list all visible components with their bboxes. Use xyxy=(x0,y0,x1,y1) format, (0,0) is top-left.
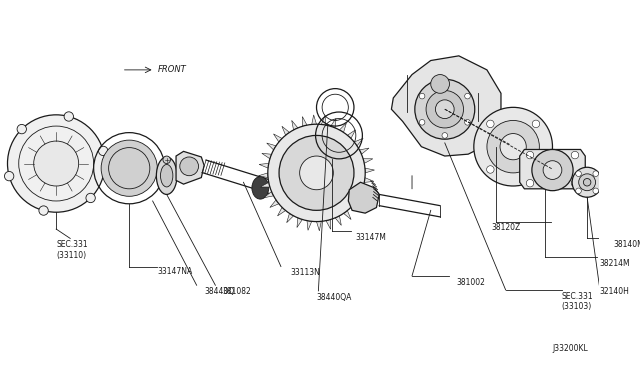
Circle shape xyxy=(532,120,540,128)
Bar xyxy=(426,128,445,143)
Circle shape xyxy=(279,135,354,210)
Circle shape xyxy=(431,74,449,93)
Circle shape xyxy=(8,115,105,212)
Polygon shape xyxy=(312,115,317,124)
Text: 381082: 381082 xyxy=(222,287,251,296)
Polygon shape xyxy=(365,168,374,173)
Polygon shape xyxy=(307,221,312,230)
Ellipse shape xyxy=(252,177,269,199)
Text: SEC.331
(33103): SEC.331 (33103) xyxy=(562,292,593,311)
Circle shape xyxy=(576,188,581,194)
Polygon shape xyxy=(273,134,282,142)
Polygon shape xyxy=(344,211,351,219)
Polygon shape xyxy=(259,173,268,178)
Circle shape xyxy=(17,124,26,134)
Polygon shape xyxy=(262,153,271,159)
Circle shape xyxy=(486,166,494,173)
Circle shape xyxy=(579,174,596,191)
Polygon shape xyxy=(363,159,373,163)
Circle shape xyxy=(474,108,552,186)
Polygon shape xyxy=(287,214,294,223)
Polygon shape xyxy=(335,216,341,225)
Polygon shape xyxy=(259,163,269,168)
Circle shape xyxy=(593,171,598,176)
Polygon shape xyxy=(317,221,321,231)
Ellipse shape xyxy=(156,157,177,195)
Circle shape xyxy=(572,151,579,159)
Polygon shape xyxy=(270,200,279,208)
Polygon shape xyxy=(321,115,326,125)
Circle shape xyxy=(442,80,447,86)
Circle shape xyxy=(39,206,48,215)
Circle shape xyxy=(532,166,540,173)
Text: FRONT: FRONT xyxy=(157,65,186,74)
Circle shape xyxy=(500,134,526,160)
Polygon shape xyxy=(264,192,273,198)
Polygon shape xyxy=(176,151,204,184)
Text: 33113N: 33113N xyxy=(291,269,320,278)
Text: 38440QA: 38440QA xyxy=(317,293,352,302)
Polygon shape xyxy=(348,182,380,213)
Circle shape xyxy=(101,140,157,196)
Polygon shape xyxy=(292,121,298,130)
Circle shape xyxy=(419,93,425,99)
Polygon shape xyxy=(302,116,307,126)
Text: 33147M: 33147M xyxy=(356,233,387,242)
Circle shape xyxy=(576,171,581,176)
Circle shape xyxy=(442,133,447,138)
Polygon shape xyxy=(260,182,270,187)
Circle shape xyxy=(465,119,470,125)
Polygon shape xyxy=(297,218,302,228)
Circle shape xyxy=(163,156,170,164)
Circle shape xyxy=(419,119,425,125)
Polygon shape xyxy=(326,219,331,229)
Text: 381002: 381002 xyxy=(456,278,485,287)
Circle shape xyxy=(426,90,463,128)
Text: 33147NA: 33147NA xyxy=(157,266,193,276)
Polygon shape xyxy=(348,130,355,138)
Text: SEC.331
(33110): SEC.331 (33110) xyxy=(56,240,88,260)
Circle shape xyxy=(572,179,579,187)
Polygon shape xyxy=(354,138,363,146)
Polygon shape xyxy=(360,148,369,154)
Circle shape xyxy=(300,156,333,190)
Circle shape xyxy=(572,167,602,197)
Polygon shape xyxy=(357,196,366,203)
Circle shape xyxy=(526,179,534,187)
Circle shape xyxy=(543,161,562,179)
Circle shape xyxy=(64,112,74,121)
Circle shape xyxy=(34,141,79,186)
Polygon shape xyxy=(392,56,501,156)
Circle shape xyxy=(487,121,540,173)
Text: J33200KL: J33200KL xyxy=(552,344,588,353)
Polygon shape xyxy=(267,143,276,150)
Text: 38140M: 38140M xyxy=(613,240,640,249)
Ellipse shape xyxy=(161,164,173,187)
Circle shape xyxy=(268,124,365,222)
Circle shape xyxy=(465,93,470,99)
Circle shape xyxy=(415,79,475,139)
Polygon shape xyxy=(331,118,336,128)
Polygon shape xyxy=(364,178,374,182)
Polygon shape xyxy=(278,207,285,216)
Text: 38440Q: 38440Q xyxy=(204,287,234,296)
Circle shape xyxy=(526,151,534,159)
Circle shape xyxy=(532,150,573,191)
Circle shape xyxy=(180,157,198,176)
Text: 38120Z: 38120Z xyxy=(492,224,521,232)
Text: 38214M: 38214M xyxy=(599,259,630,268)
Polygon shape xyxy=(351,204,360,212)
Circle shape xyxy=(584,179,591,186)
Circle shape xyxy=(435,100,454,119)
Polygon shape xyxy=(282,126,289,135)
Polygon shape xyxy=(339,123,346,132)
Circle shape xyxy=(86,193,95,203)
Polygon shape xyxy=(520,150,585,189)
Circle shape xyxy=(486,120,494,128)
Circle shape xyxy=(4,171,14,181)
Text: 32140H: 32140H xyxy=(599,287,629,296)
Circle shape xyxy=(593,188,598,194)
Circle shape xyxy=(99,146,108,155)
Polygon shape xyxy=(362,187,371,192)
